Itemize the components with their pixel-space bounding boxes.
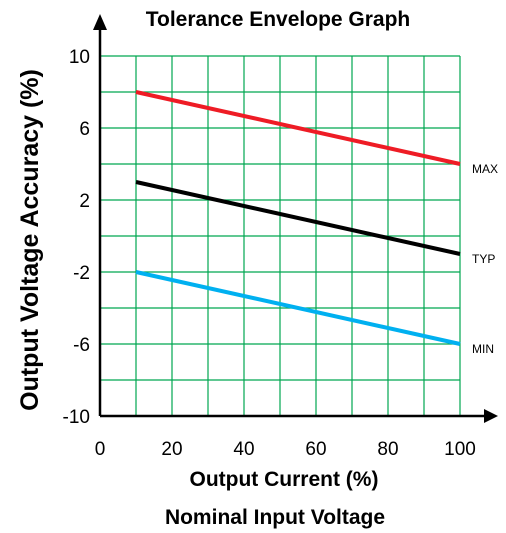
x-tick-label: 0 [95, 439, 106, 460]
chart-axes [93, 14, 498, 423]
y-tick-label: -2 [73, 263, 90, 284]
y-tick-label: -6 [73, 335, 90, 356]
x-axis-sublabel: Nominal Input Voltage [165, 506, 385, 529]
x-tick-label: 20 [161, 439, 182, 460]
series-line-max [135, 90, 461, 166]
x-tick-label: 60 [305, 439, 326, 460]
series-line-min [135, 270, 461, 346]
y-tick-label: 6 [79, 119, 90, 140]
series-line-typ [135, 180, 461, 256]
y-tick-label: 10 [69, 47, 90, 68]
y-tick-label: -10 [63, 407, 90, 428]
series-label-max: MAX [472, 162, 498, 176]
series-label-min: MIN [472, 342, 494, 356]
chart-ticks: 0 20 40 60 80 100 10 6 2 -2 -6 -10 [63, 47, 476, 460]
x-axis-arrow-icon [484, 409, 498, 423]
chart-series: MAX TYP MIN [135, 90, 498, 356]
x-tick-label: 80 [377, 439, 398, 460]
series-label-typ: TYP [472, 252, 495, 266]
x-axis-label: Output Current (%) [190, 468, 379, 491]
y-axis-arrow-icon [93, 14, 107, 30]
chart-title: Tolerance Envelope Graph [146, 8, 411, 31]
y-tick-label: 2 [79, 191, 90, 212]
x-tick-label: 40 [233, 439, 254, 460]
chart-grid [99, 55, 461, 417]
x-tick-label: 100 [444, 439, 476, 460]
y-axis-label: Output Voltage Accuracy (%) [16, 69, 44, 411]
